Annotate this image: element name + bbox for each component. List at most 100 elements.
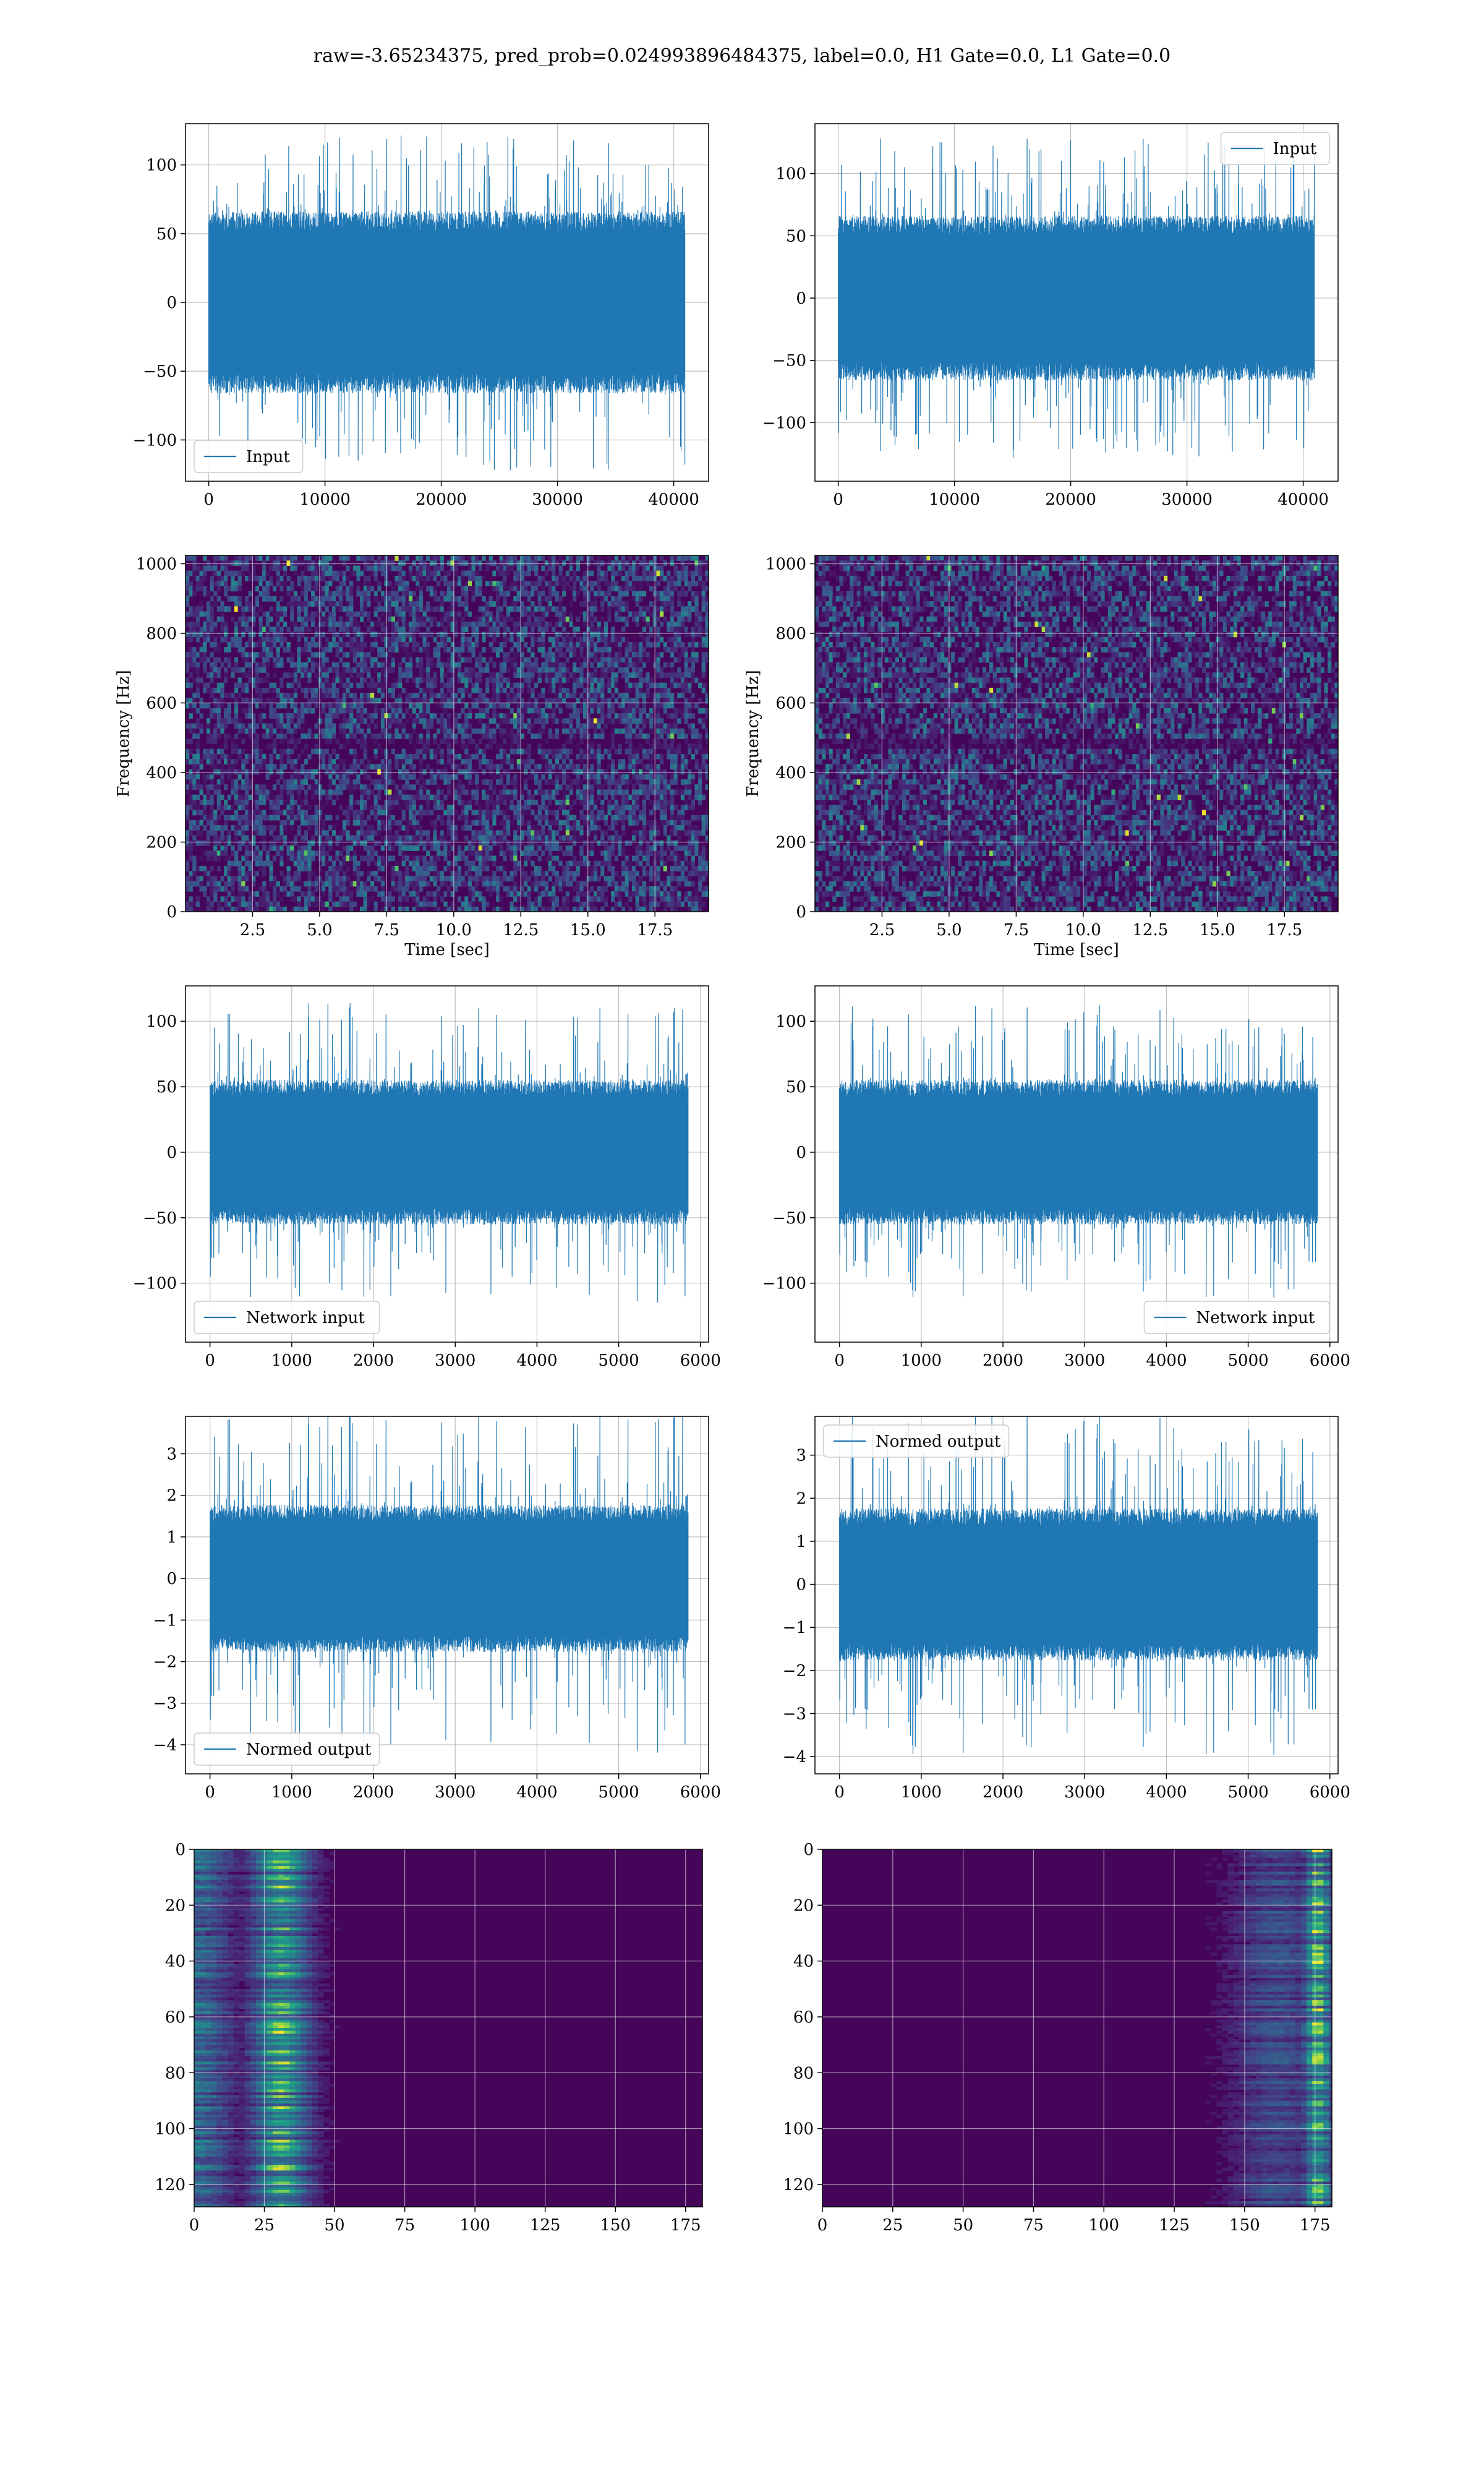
y-tick-label: 600 [775, 695, 806, 713]
subplot-p3: 2.5 5.0 7.5 10.0 12.5 15.0 17.5 0 200 400 600 800 10… [114, 555, 709, 959]
axes-frame [185, 555, 709, 912]
y-tick-label: 100 [783, 2120, 814, 2139]
series-core [210, 1100, 688, 1205]
legend-label: Network input [1196, 1309, 1315, 1327]
x-tick-label: 30000 [1161, 490, 1213, 509]
x-tick-label: 10000 [299, 490, 351, 509]
x-tick-label: 125 [1159, 2216, 1190, 2235]
legend-label: Input [246, 448, 290, 466]
x-tick-label: 1000 [271, 1351, 312, 1370]
y-tick-label: −4 [153, 1736, 177, 1755]
y-tick-label: 0 [166, 903, 177, 922]
legend: Input [194, 440, 304, 473]
legend: Normed output [194, 1732, 380, 1766]
y-tick-label: −100 [762, 1275, 806, 1293]
y-tick-label: 60 [165, 2008, 186, 2027]
subplot-p7: 0 1000 2000 3000 4000 5000 6000 −4 −3 −2 −1 0 1 2 3 Nor… [153, 1416, 721, 1802]
y-tick-label: −2 [783, 1662, 806, 1680]
subplot-p8: 0 1000 2000 3000 4000 5000 6000 −4 −3 −2 −1 0 1 2 3 Nor… [783, 1416, 1350, 1802]
x-tick-label: 2000 [353, 1351, 394, 1370]
x-tick-label: 10000 [929, 490, 980, 509]
legend: Network input [1143, 1301, 1330, 1334]
series-core [210, 1525, 688, 1632]
plot-area [186, 986, 709, 1342]
y-tick-label: 80 [793, 2064, 814, 2082]
x-tick-label: 4000 [516, 1351, 557, 1370]
plot-area [815, 986, 1338, 1342]
y-tick-label: 50 [156, 225, 177, 244]
axes-frame [185, 1416, 709, 1774]
axes-frame [822, 1849, 1333, 2207]
y-tick-label: 60 [793, 2008, 814, 2027]
subplot-grid: 0 10000 20000 30000 40000−100−50050100Input0… [114, 123, 1350, 2235]
y-tick-label: 0 [166, 294, 177, 312]
axes-frame [814, 1416, 1339, 1774]
y-tick-label: 0 [796, 903, 806, 922]
x-tick-label: 3000 [435, 1351, 475, 1370]
x-tick-label: 0 [834, 1783, 845, 1802]
y-tick-label: 0 [803, 1841, 814, 1859]
x-tick-label: 2000 [353, 1783, 394, 1802]
legend: Network input [194, 1301, 380, 1334]
subplot-p6: 0 1000 2000 3000 4000 5000 6000 −100 −50 0 50 100 Ne… [762, 985, 1350, 1370]
x-tick-label: 12.5 [1132, 921, 1168, 940]
figure-title: raw=-3.65234375, pred_prob=0.02499389648… [313, 45, 1171, 67]
x-tick-label: 15.0 [1200, 921, 1235, 940]
y-tick-label: 0 [796, 289, 806, 308]
y-tick-label: −50 [143, 362, 177, 381]
y-tick-label: 0 [175, 1841, 186, 1859]
x-tick-label: 15.0 [570, 921, 606, 940]
x-tick-label: 0 [203, 490, 214, 509]
x-tick-label: 175 [670, 2216, 701, 2235]
x-tick-label: 6000 [680, 1351, 721, 1370]
subplot-p5: 0 1000 2000 3000 4000 5000 6000 −100 −50 0 50 100 Ne… [133, 985, 721, 1370]
subplot-p2: 0 10000 20000 30000 40000 −100 −50 0 50 100 Input [762, 123, 1339, 509]
x-tick-label: 4000 [516, 1783, 557, 1802]
x-tick-label: 5000 [1228, 1351, 1269, 1370]
y-tick-label: 2 [796, 1489, 806, 1508]
y-tick-label: −50 [772, 1209, 806, 1228]
x-tick-label: 7.5 [1004, 921, 1029, 940]
plot-area [815, 1416, 1338, 1774]
y-tick-label: 400 [146, 764, 177, 782]
x-tick-label: 5.0 [307, 921, 332, 940]
y-tick-label: −1 [153, 1611, 177, 1630]
x-tick-label: 5.0 [936, 921, 962, 940]
axes-frame [814, 123, 1339, 482]
y-tick-label: −100 [133, 1275, 177, 1293]
x-tick-label: 3000 [1064, 1783, 1105, 1802]
y-tick-label: 0 [166, 1144, 177, 1162]
y-tick-label: 100 [155, 2120, 186, 2139]
x-tick-label: 5000 [1228, 1783, 1269, 1802]
subplot-p4: 2.5 5.0 7.5 10.0 12.5 15.0 17.5 0 200 400 600 800 10… [744, 555, 1339, 959]
plot-area [194, 1849, 702, 2207]
y-tick-label: −100 [133, 431, 177, 450]
y-tick-label: 100 [146, 156, 177, 175]
x-tick-label: 100 [459, 2216, 490, 2235]
x-tick-label: 7.5 [374, 921, 399, 940]
plot-area [186, 124, 709, 481]
y-tick-label: 1000 [765, 555, 806, 574]
legend: Input [1220, 132, 1330, 165]
spectrogram-cells [186, 555, 709, 912]
y-axis-label: Frequency [Hz] [114, 670, 133, 797]
x-tick-label: 5000 [599, 1783, 639, 1802]
plot-area [186, 555, 709, 912]
x-tick-label: 0 [205, 1351, 215, 1370]
axes-frame [194, 1849, 703, 2207]
y-tick-label: 40 [165, 1953, 186, 1971]
x-tick-label: 30000 [532, 490, 583, 509]
subplot-p10: 0 25 50 75 100 125 150 175 0 20 40 60 80 100 120 [783, 1841, 1333, 2235]
y-tick-label: 1 [796, 1533, 806, 1551]
x-tick-label: 25 [254, 2216, 275, 2235]
y-tick-label: 200 [146, 834, 177, 852]
y-tick-label: 20 [165, 1896, 186, 1915]
x-tick-label: 0 [817, 2216, 828, 2235]
x-tick-label: 0 [834, 1351, 845, 1370]
series-core [839, 1100, 1318, 1205]
x-tick-label: 1000 [901, 1783, 942, 1802]
feature-map-cells [194, 1849, 341, 2207]
x-tick-label: 2000 [983, 1783, 1023, 1802]
x-tick-label: 2000 [983, 1351, 1023, 1370]
